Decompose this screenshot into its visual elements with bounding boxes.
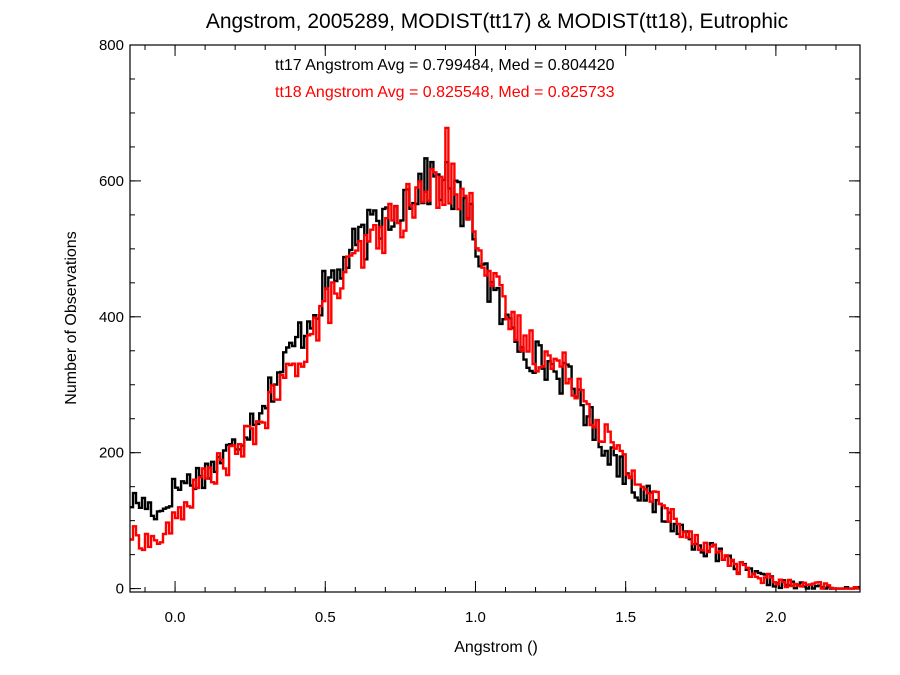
y-tick-label: 400 (99, 309, 124, 326)
x-tick-label: 1.0 (465, 609, 486, 626)
tick-labels: 0.0 0.5 1.0 1.5 2.0 0 200 400 600 800 (99, 37, 786, 626)
tt18-stats-label: tt18 Angstrom Avg = 0.825548, Med = 0.82… (275, 84, 615, 101)
y-axis-label: Number of Observations (63, 231, 80, 404)
y-tick-label: 600 (99, 173, 124, 190)
tt18-histogram-line (130, 126, 860, 590)
chart-title: Angstrom, 2005289, MODIST(tt17) & MODIST… (206, 10, 788, 33)
axis-ticks (130, 44, 860, 592)
x-tick-label: 1.5 (615, 609, 636, 626)
y-tick-label: 200 (99, 445, 124, 462)
x-tick-label: 2.0 (765, 609, 786, 626)
x-tick-label: 0.5 (315, 609, 336, 626)
tt17-stats-label: tt17 Angstrom Avg = 0.799484, Med = 0.80… (275, 57, 615, 74)
x-tick-label: 0.0 (165, 609, 186, 626)
plot-frame (129, 44, 861, 593)
tt17-histogram-line (130, 157, 860, 590)
y-tick-label: 800 (99, 37, 124, 54)
series-layer (130, 126, 860, 590)
x-axis-label: Angstrom () (454, 639, 538, 656)
y-tick-label: 0 (116, 581, 124, 598)
